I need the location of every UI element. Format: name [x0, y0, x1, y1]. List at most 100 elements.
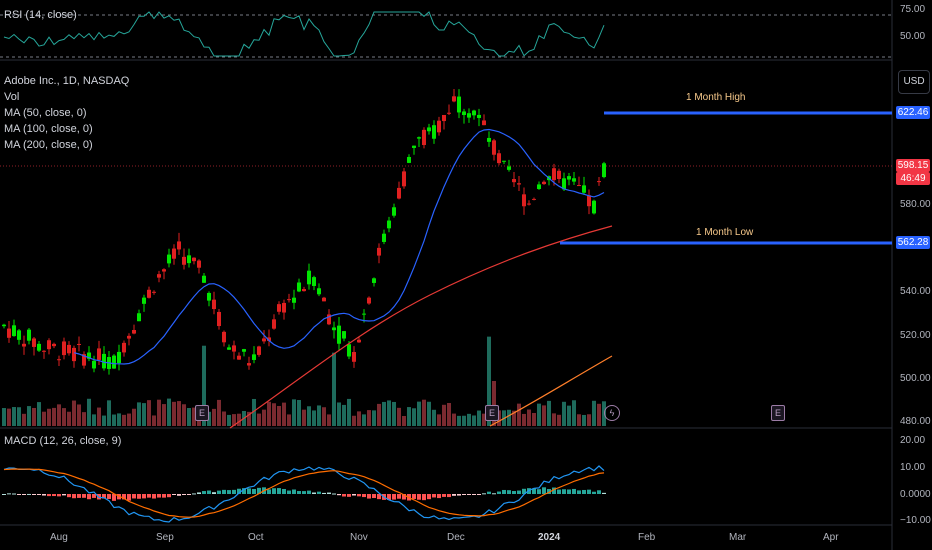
candle-body: [152, 291, 156, 293]
volume-bar: [102, 415, 106, 426]
macd-histogram-bar: [437, 494, 441, 499]
earnings-badge-mar[interactable]: E: [771, 405, 785, 421]
macd-histogram-bar: [352, 494, 356, 496]
volume-bar: [582, 414, 586, 426]
volume-bar: [252, 398, 256, 426]
ma100-line: [229, 225, 613, 429]
candle-body: [427, 127, 431, 132]
volume-bar: [147, 400, 151, 426]
macd-histogram-bar: [417, 494, 421, 500]
macd-histogram-bar: [162, 494, 166, 498]
macd-histogram-bar: [257, 487, 261, 494]
macd-histogram-bar: [567, 489, 571, 494]
macd-histogram-bar: [272, 488, 276, 494]
candle-body: [102, 353, 106, 369]
candle-body: [257, 346, 261, 355]
currency-button[interactable]: USD: [898, 70, 930, 94]
volume-bar: [597, 403, 601, 426]
volume-bar: [67, 411, 71, 426]
volume-bar: [542, 405, 546, 426]
vol-legend[interactable]: Vol: [4, 91, 20, 103]
volume-bar: [167, 398, 171, 426]
candle-body: [47, 340, 51, 350]
signal-line: [3, 468, 605, 518]
last-price-tag: 598.15: [896, 159, 930, 172]
dividend-lightning-icon[interactable]: ϟ: [604, 405, 620, 421]
volume-bar: [407, 407, 411, 426]
macd-histogram-bar: [507, 490, 511, 494]
volume-bar: [362, 414, 366, 426]
volume-bar: [107, 400, 111, 426]
macd-histogram-bar: [347, 494, 351, 497]
macd-histogram-bar: [442, 494, 446, 497]
candle-body: [422, 129, 426, 146]
volume-bar: [37, 402, 41, 426]
volume-bar: [342, 404, 346, 426]
macd-line: [3, 465, 605, 523]
volume-bar: [77, 404, 81, 426]
ma200-legend[interactable]: MA (200, close, 0): [4, 139, 93, 151]
volume-bar: [432, 409, 436, 426]
macd-histogram-bar: [302, 491, 306, 494]
earnings-badge-sep[interactable]: E: [195, 405, 209, 421]
macd-histogram-bar: [122, 494, 126, 500]
candle-body: [192, 257, 196, 262]
macd-histogram-bar: [392, 494, 396, 500]
volume-bar: [487, 336, 491, 426]
volume-bar: [387, 400, 391, 426]
macd-histogram-bar: [452, 494, 456, 496]
candle-body: [132, 330, 136, 334]
volume-bar: [7, 408, 11, 426]
candle-body: [32, 338, 36, 347]
candle-body: [562, 178, 566, 190]
volume-bar: [137, 402, 141, 426]
volume-bar: [117, 413, 121, 426]
candle-body: [97, 348, 101, 360]
volume-bar: [537, 403, 541, 426]
volume-bar: [427, 401, 431, 426]
candle-body: [212, 299, 216, 310]
volume-bar: [222, 411, 226, 426]
volume-bar: [492, 381, 496, 426]
volume-bar: [152, 415, 156, 426]
candle-body: [22, 343, 26, 347]
earnings-badge-dec[interactable]: E: [485, 405, 499, 421]
macd-histogram-bar: [242, 488, 246, 494]
x-label-nov: Nov: [350, 532, 368, 543]
low-price-tag: 562.28: [896, 236, 930, 249]
candle-body: [312, 277, 316, 286]
macd-histogram-bar: [267, 489, 271, 494]
candle-body: [247, 363, 251, 366]
volume-bar: [142, 403, 146, 426]
candle-body: [262, 338, 266, 342]
volume-bar: [557, 414, 561, 426]
volume-bar: [567, 405, 571, 426]
macd-histogram-bar: [467, 494, 471, 495]
candle-body: [187, 255, 191, 264]
ma50-legend[interactable]: MA (50, close, 0): [4, 107, 87, 119]
x-label-aug: Aug: [50, 532, 68, 543]
macd-histogram-bar: [487, 491, 491, 494]
candle-body: [37, 343, 41, 351]
candle-body: [112, 355, 116, 369]
macd-histogram-bar: [137, 494, 141, 499]
candle-body: [117, 351, 121, 364]
symbol-legend[interactable]: Adobe Inc., 1D, NASDAQ: [4, 75, 130, 87]
ma100-legend[interactable]: MA (100, close, 0): [4, 123, 93, 135]
macd-histogram-bar: [557, 489, 561, 494]
candle-body: [207, 292, 211, 301]
macd-histogram-bar: [387, 494, 391, 500]
candle-body: [292, 297, 296, 303]
rsi-legend[interactable]: RSI (14, close): [4, 9, 77, 21]
price-axis-540: 540.00: [900, 286, 931, 297]
macd-histogram-bar: [517, 490, 521, 494]
macd-legend[interactable]: MACD (12, 26, close, 9): [4, 435, 122, 447]
candle-body: [317, 288, 321, 295]
macd-histogram-bar: [37, 494, 41, 495]
macd-histogram-bar: [152, 494, 156, 499]
macd-histogram-bar: [22, 494, 26, 495]
candle-body: [277, 304, 281, 312]
ma50-line: [73, 128, 605, 365]
macd-histogram-bar: [532, 488, 536, 494]
